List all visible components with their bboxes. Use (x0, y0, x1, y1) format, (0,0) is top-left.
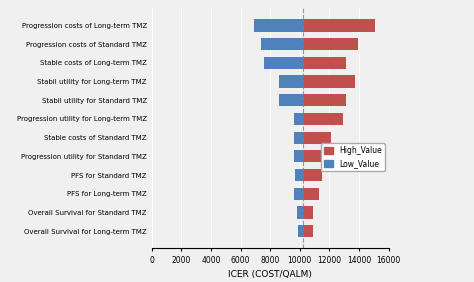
Bar (303, 150, 331, 162)
Bar (303, 113, 343, 125)
Bar (297, 206, 303, 219)
Bar (303, 188, 319, 200)
Bar (303, 225, 313, 237)
Bar (303, 94, 346, 106)
Bar (303, 76, 355, 88)
Bar (303, 169, 322, 181)
Legend: High_Value, Low_Value: High_Value, Low_Value (321, 143, 385, 171)
Bar (279, 76, 303, 88)
Bar (254, 19, 303, 32)
Bar (294, 132, 303, 144)
Bar (294, 150, 303, 162)
Bar (298, 225, 303, 237)
Bar (294, 188, 303, 200)
Bar (303, 57, 346, 69)
Bar (303, 132, 331, 144)
Bar (294, 113, 303, 125)
Bar (261, 38, 303, 50)
Bar (295, 169, 303, 181)
Bar (303, 206, 313, 219)
Bar (303, 38, 357, 50)
Bar (279, 94, 303, 106)
Bar (264, 57, 303, 69)
X-axis label: ICER (COST/QALM): ICER (COST/QALM) (228, 270, 312, 279)
Bar (303, 19, 375, 32)
